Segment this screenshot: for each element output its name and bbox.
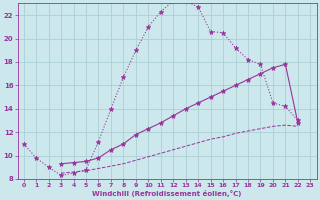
X-axis label: Windchill (Refroidissement éolien,°C): Windchill (Refroidissement éolien,°C) <box>92 190 242 197</box>
